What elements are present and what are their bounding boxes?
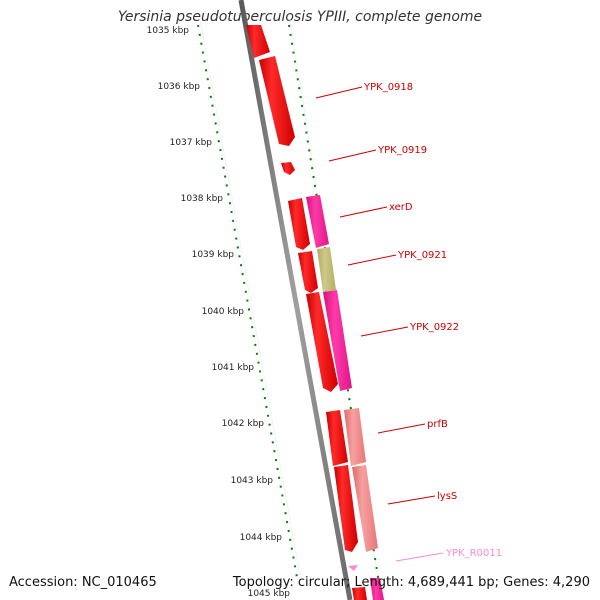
tick-label-1043: 1043 kbp — [231, 476, 274, 486]
tick-label-1035: 1035 kbp — [147, 26, 190, 36]
gene-block-ypk0918 — [259, 56, 295, 146]
gene-label-ypk0921: YPK_0921 — [397, 250, 447, 261]
tick-label-1044: 1044 kbp — [240, 533, 283, 543]
gene-block-next-strand2 — [370, 578, 384, 600]
gene-block-xerd-strand2 — [306, 195, 329, 248]
gene-labels: YPK_0918 YPK_0919 xerD YPK_0921 YPK_0922… — [363, 82, 502, 559]
page-title: Yersinia pseudotuberculosis YPIII, compl… — [117, 9, 483, 25]
gene-block-ypk-r0011 — [348, 565, 358, 571]
tick-label-1045: 1045 kbp — [248, 589, 291, 599]
gene-label-ypk-r0011: YPK_R0011 — [445, 548, 502, 559]
gene-block-next — [352, 587, 367, 600]
gene-label-ypk0919: YPK_0919 — [377, 145, 427, 156]
gene-block-ypk0917 — [246, 25, 270, 58]
gene-label-xerd: xerD — [389, 202, 413, 213]
tick-label-1037: 1037 kbp — [170, 138, 213, 148]
feature-blocks — [246, 25, 384, 600]
tick-labels: 1035 kbp 1036 kbp 1037 kbp 1038 kbp 1039… — [147, 26, 291, 599]
gene-block-ypk0921 — [298, 251, 318, 293]
gene-block-lyss-strand2 — [352, 465, 378, 552]
gene-block-lyss — [334, 465, 358, 552]
gene-block-xerd — [288, 198, 310, 250]
gene-block-ypk0919 — [281, 162, 295, 175]
tick-label-1042: 1042 kbp — [222, 419, 265, 429]
gene-label-ypk0918: YPK_0918 — [363, 82, 413, 93]
accession-label: Accession: NC_010465 — [9, 575, 157, 590]
gene-label-prfb: prfB — [427, 419, 448, 430]
leader-lines — [315, 86, 444, 562]
gene-label-lyss: lysS — [437, 491, 457, 502]
tick-label-1038: 1038 kbp — [181, 194, 224, 204]
tick-label-1039: 1039 kbp — [192, 250, 235, 260]
gene-block-ypk0922-strand2 — [323, 290, 352, 391]
tick-label-1041: 1041 kbp — [212, 363, 255, 373]
tick-label-1036: 1036 kbp — [158, 82, 201, 92]
topology-label: Topology: circular; Length: 4,689,441 bp… — [232, 575, 590, 590]
gene-block-prfb-strand2 — [344, 408, 366, 466]
gene-block-ypk0922 — [306, 292, 338, 392]
gene-block-ypk0921-strand2 — [317, 247, 336, 292]
genome-backbone — [238, 0, 353, 600]
gene-label-ypk0922: YPK_0922 — [409, 322, 459, 333]
tick-label-1040: 1040 kbp — [202, 307, 245, 317]
gene-block-prfb — [326, 410, 348, 466]
